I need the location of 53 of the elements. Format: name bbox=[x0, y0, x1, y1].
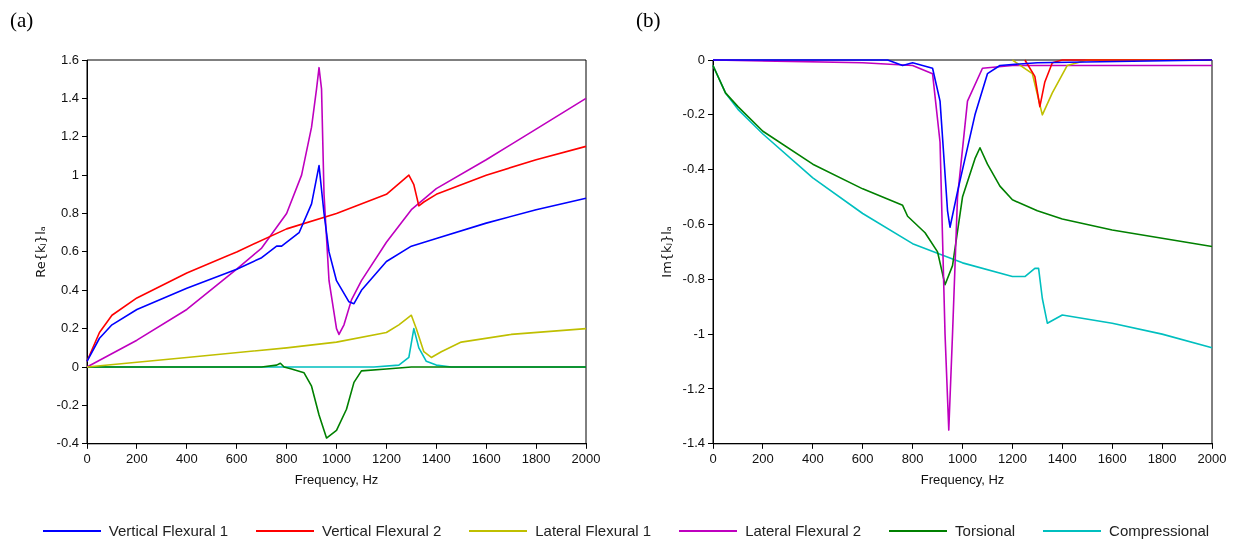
y-tick-label: -0.2 bbox=[682, 106, 705, 122]
legend-label: Torsional bbox=[955, 522, 1016, 539]
x-tick-label: 200 bbox=[126, 451, 148, 467]
y-tick-label: 1.6 bbox=[60, 51, 79, 67]
y-axis-title: Im{kⱼ}lₐ bbox=[659, 226, 675, 278]
legend-label: Compressional bbox=[1109, 522, 1210, 539]
y-tick-label: 0.6 bbox=[60, 243, 79, 259]
x-axis-title: Frequency, Hz bbox=[920, 471, 1005, 487]
y-tick-label: -0.8 bbox=[682, 270, 705, 286]
x-tick-label: 1200 bbox=[371, 451, 401, 467]
y-tick-label: 1 bbox=[71, 166, 79, 182]
x-tick-label: 1600 bbox=[1097, 451, 1127, 467]
legend-label: Lateral Flexural 2 bbox=[745, 522, 862, 539]
x-tick-label: 400 bbox=[801, 451, 824, 467]
y-tick-label: 0 bbox=[697, 51, 705, 67]
x-tick-label: 1000 bbox=[322, 451, 351, 467]
legend-label: Lateral Flexural 1 bbox=[535, 522, 652, 539]
x-tick-label: 600 bbox=[851, 451, 874, 467]
y-tick-label: 1.2 bbox=[60, 128, 79, 144]
y-tick-label: 0.2 bbox=[60, 320, 79, 336]
x-axis-title: Frequency, Hz bbox=[294, 471, 379, 487]
x-tick-label: 0 bbox=[709, 451, 717, 467]
x-tick-label: 2000 bbox=[1197, 451, 1227, 467]
x-tick-label: 1800 bbox=[521, 451, 551, 467]
x-tick-label: 800 bbox=[901, 451, 924, 467]
y-tick-label: 1.4 bbox=[60, 89, 79, 105]
x-tick-label: 0 bbox=[83, 451, 91, 467]
x-tick-label: 1200 bbox=[997, 451, 1027, 467]
x-tick-label: 1400 bbox=[1047, 451, 1077, 467]
y-tick-label: -0.2 bbox=[56, 397, 79, 412]
x-tick-label: 800 bbox=[275, 451, 298, 467]
y-tick-label: -1.4 bbox=[682, 435, 705, 451]
x-tick-label: 400 bbox=[175, 451, 198, 467]
x-tick-label: 1600 bbox=[471, 451, 501, 467]
x-tick-label: 1000 bbox=[948, 451, 977, 467]
x-tick-label: 1800 bbox=[1147, 451, 1177, 467]
y-tick-label: -0.4 bbox=[56, 435, 79, 451]
y-tick-label: 0 bbox=[71, 358, 79, 374]
y-tick-label: 0.8 bbox=[60, 205, 79, 221]
y-tick-label: -0.4 bbox=[682, 161, 705, 177]
y-tick-label: -0.6 bbox=[682, 216, 705, 232]
x-tick-label: 1400 bbox=[421, 451, 451, 467]
x-tick-label: 2000 bbox=[571, 451, 601, 467]
x-tick-label: 600 bbox=[225, 451, 248, 467]
y-axis-title: Re{kⱼ}lₐ bbox=[33, 226, 49, 278]
legend-label: Vertical Flexural 1 bbox=[108, 522, 229, 539]
chart-title: (a) bbox=[10, 8, 34, 33]
y-tick-label: -1 bbox=[693, 325, 705, 341]
legend-label: Vertical Flexural 2 bbox=[322, 522, 442, 539]
chart-title: (b) bbox=[636, 8, 661, 33]
y-tick-label: 0.4 bbox=[60, 281, 79, 297]
y-tick-label: -1.2 bbox=[682, 380, 705, 396]
x-tick-label: 200 bbox=[752, 451, 774, 467]
